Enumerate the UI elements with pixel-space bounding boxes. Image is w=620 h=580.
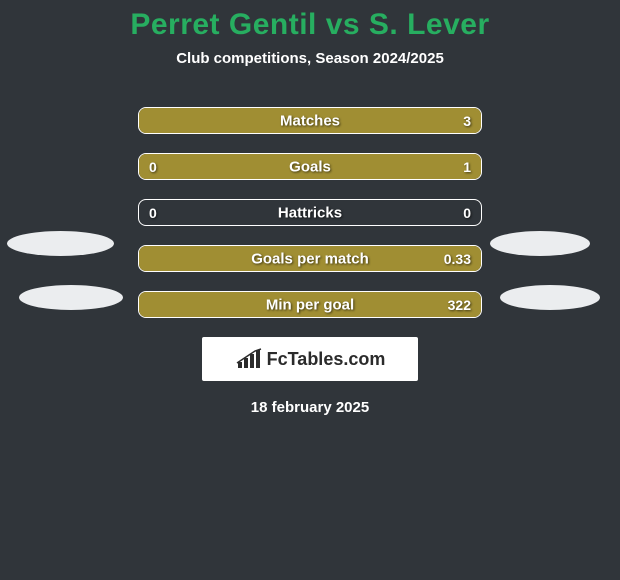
ellipse-right-2 — [500, 285, 600, 310]
comparison-infographic: Perret Gentil vs S. Lever Club competiti… — [0, 0, 620, 416]
stat-label: Hattricks — [139, 204, 481, 221]
ellipse-left-1 — [7, 231, 114, 256]
stat-row: 0Hattricks0 — [138, 199, 482, 226]
stat-fill-right — [139, 108, 481, 133]
stat-value-right: 0 — [463, 205, 471, 221]
ellipse-left-2 — [19, 285, 123, 310]
stat-row: Matches3 — [138, 107, 482, 134]
stat-row: Min per goal322 — [138, 291, 482, 318]
page-title: Perret Gentil vs S. Lever — [0, 8, 620, 42]
stat-rows: Matches3 0Goals1 0Hattricks0 Goals per matc… — [138, 107, 482, 318]
comparison-date: 18 february 2025 — [0, 399, 620, 416]
stat-row: Goals per match0.33 — [138, 245, 482, 272]
logo-text: FcTables.com — [267, 349, 386, 370]
ellipse-right-1 — [490, 231, 590, 256]
stat-fill-right — [139, 292, 481, 317]
stat-fill-right — [139, 246, 481, 271]
subtitle: Club competitions, Season 2024/2025 — [0, 50, 620, 67]
stat-row: 0Goals1 — [138, 153, 482, 180]
stat-fill-left — [139, 154, 201, 179]
stat-fill-right — [201, 154, 481, 179]
comparison-area: Matches3 0Goals1 0Hattricks0 Goals per matc… — [0, 107, 620, 318]
bar-chart-icon — [235, 348, 263, 370]
stat-value-left: 0 — [149, 205, 157, 221]
site-logo: FcTables.com — [202, 337, 418, 381]
